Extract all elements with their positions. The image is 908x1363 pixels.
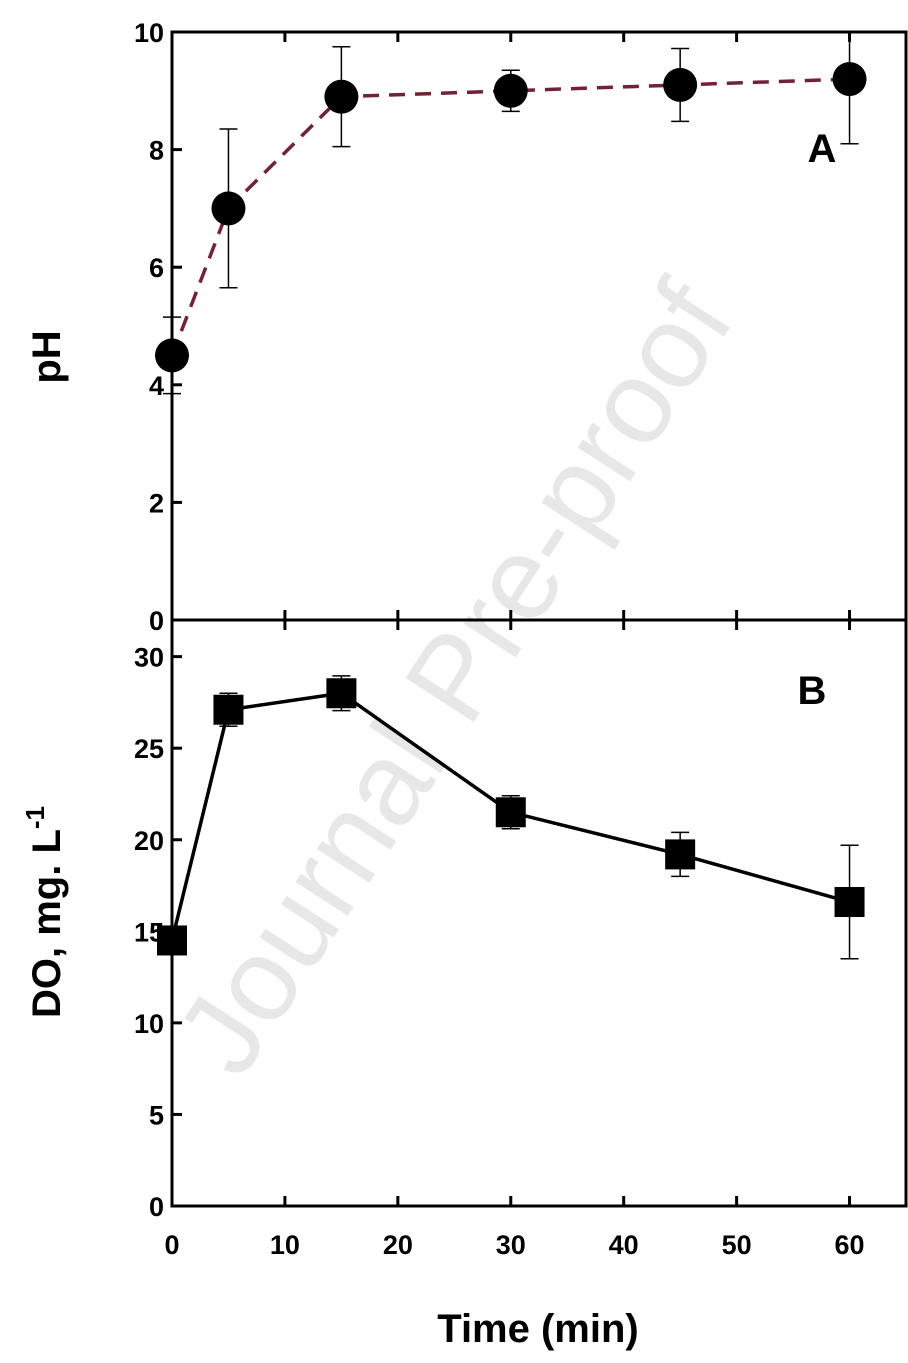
data-point: [155, 338, 189, 373]
x-axis-title: Time (min): [437, 1307, 639, 1351]
data-point: [834, 887, 865, 918]
data-point: [211, 191, 246, 226]
data-point: [663, 67, 698, 102]
x-tick-label: 40: [609, 1230, 639, 1260]
x-tick-label: 10: [270, 1230, 300, 1260]
series-line: [170, 691, 851, 941]
data-point: [495, 797, 526, 828]
panel-label-b: B: [798, 669, 827, 713]
watermark: Journal Pre-proof: [151, 260, 758, 1097]
y-tick-label: 10: [134, 1009, 164, 1039]
x-tick-label: 0: [164, 1230, 179, 1260]
data-point: [213, 694, 244, 725]
y-axis-title-do: DO, mg. L-1: [20, 806, 69, 1018]
data-point: [326, 678, 357, 709]
x-tick-label: 20: [383, 1230, 413, 1260]
x-tick-label: 50: [722, 1230, 752, 1260]
y-tick-label: 20: [134, 826, 164, 856]
plot-frame: [170, 618, 908, 1208]
y-tick-label: 5: [149, 1100, 164, 1130]
x-tick-label: 30: [496, 1230, 526, 1260]
y-tick-label: 2: [149, 488, 164, 518]
y-axis-title-do-superscript: -1: [20, 806, 50, 829]
x-tick-label: 60: [835, 1230, 865, 1260]
y-tick-label: 8: [149, 136, 164, 166]
y-tick-label: 4: [149, 371, 164, 401]
y-tick-label: 0: [149, 1192, 164, 1222]
y-tick-label: 25: [134, 734, 164, 764]
y-tick-label: 0: [149, 606, 164, 636]
data-point: [324, 79, 359, 114]
data-point: [493, 73, 528, 108]
y-tick-label: 6: [149, 253, 164, 283]
series-line: [170, 77, 850, 357]
y-axis-title-do-main: DO, mg. L: [25, 829, 69, 1018]
panel-label-a: A: [808, 127, 837, 171]
y-axis-title-ph: pH: [25, 330, 69, 383]
y-tick-label: 10: [134, 18, 164, 48]
data-point: [157, 925, 187, 956]
data-point: [832, 62, 867, 97]
y-tick-label: 30: [134, 643, 164, 673]
data-point: [665, 839, 696, 870]
